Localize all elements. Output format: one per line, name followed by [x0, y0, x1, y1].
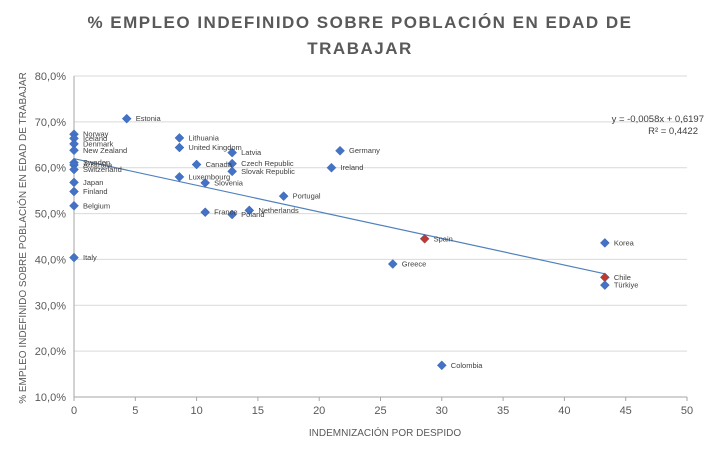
point-label: Lithuania — [188, 133, 219, 142]
chart-title: % EMPLEO INDEFINIDO SOBRE POBLACIÓN EN E… — [60, 10, 660, 62]
point-label: Germany — [349, 146, 380, 155]
point-label: Canada — [206, 160, 233, 169]
x-tick-label: 30 — [436, 405, 448, 417]
point-label: Finland — [83, 187, 108, 196]
y-tick-label: 10,0% — [35, 392, 66, 404]
point-label: Sweden — [83, 158, 110, 167]
y-tick-label: 20,0% — [35, 346, 66, 358]
x-tick-label: 40 — [558, 405, 570, 417]
point-label: Korea — [614, 238, 635, 247]
y-tick-label: 80,0% — [35, 71, 66, 83]
trendline-group — [73, 158, 605, 275]
point-label: Portugal — [293, 192, 321, 201]
point-label: France — [214, 208, 237, 217]
data-point — [200, 207, 211, 218]
data-point — [121, 113, 132, 124]
y-tick-label: 50,0% — [35, 209, 66, 221]
point-label: Belgium — [83, 201, 110, 210]
x-tick-label: 20 — [313, 405, 325, 417]
data-point — [436, 360, 447, 371]
gridlines — [74, 75, 687, 352]
point-label: Luxembourg — [188, 172, 230, 181]
data-point — [200, 177, 211, 188]
point-label: Poland — [241, 210, 264, 219]
point-label: Japan — [83, 178, 103, 187]
point-label: Netherlands — [258, 206, 299, 215]
trendline-equation: y = -0,0058x + 0,6197 — [612, 114, 704, 125]
y-tick-label: 40,0% — [35, 254, 66, 266]
x-tick-label: 0 — [71, 405, 77, 417]
chart-title-line-2: TRABAJAR — [307, 39, 413, 58]
data-point — [244, 205, 255, 216]
chart-title-line-1: % EMPLEO INDEFINIDO SOBRE POBLACIÓN EN E… — [87, 13, 633, 32]
point-label: Slovak Republic — [241, 167, 295, 176]
data-point — [191, 159, 202, 170]
point-label: Italy — [83, 253, 97, 262]
data-point — [69, 252, 79, 263]
point-label: Iceland — [83, 134, 107, 143]
data-point — [600, 238, 610, 248]
x-tick-label: 35 — [497, 405, 509, 417]
point-label: Greece — [402, 260, 427, 269]
point-label: United Kingdom — [188, 143, 241, 152]
data-point — [69, 177, 79, 188]
y-tick-label: 70,0% — [35, 117, 66, 129]
data-point — [227, 209, 238, 220]
x-tick-label: 50 — [681, 405, 693, 417]
data-point — [387, 259, 398, 269]
x-tick-label: 45 — [620, 405, 632, 417]
data-point — [69, 164, 79, 175]
data-points — [69, 113, 610, 371]
point-label: Türkiye — [614, 281, 639, 290]
trendline-r-squared: R² = 0,4422 — [648, 126, 698, 137]
data-point — [227, 166, 238, 177]
point-label: Spain — [434, 234, 453, 243]
trendline-equation-group: y = -0,0058x + 0,6197 R² = 0,4422 — [612, 114, 704, 137]
data-point — [600, 280, 610, 290]
data-point — [335, 145, 345, 156]
point-label: Ireland — [340, 163, 363, 172]
data-point — [419, 233, 430, 244]
data-point — [174, 142, 185, 153]
data-point — [69, 145, 79, 156]
y-tick-label: 30,0% — [35, 300, 66, 312]
data-point — [326, 162, 337, 173]
data-point — [278, 191, 289, 201]
data-point — [69, 186, 79, 197]
point-label: Slovenia — [214, 178, 244, 187]
x-tick-label: 25 — [374, 405, 386, 417]
x-tick-label: 5 — [132, 405, 138, 417]
x-axis-title: INDEMNIZACIÓN POR DESPIDO — [309, 426, 461, 439]
point-label: Czech Republic — [241, 159, 294, 168]
point-label: Estonia — [136, 114, 162, 123]
data-point — [69, 200, 79, 211]
axes: 10,0% 20,0% 30,0% 40,0% 50,0% 60,0% 70,0% 80,0%… — [35, 71, 693, 417]
data-point — [174, 133, 185, 143]
x-tick-label: 15 — [252, 405, 264, 417]
point-label: Switzerland — [83, 165, 122, 174]
point-label: Norway — [83, 130, 109, 139]
data-point — [174, 172, 185, 182]
data-point — [227, 147, 238, 158]
point-label: Chile — [614, 273, 631, 282]
point-label: Denmark — [83, 139, 114, 148]
trendline — [73, 158, 605, 275]
point-label: New Zealand — [83, 146, 127, 155]
y-tick-label: 60,0% — [35, 163, 66, 175]
y-axis-title: % EMPLEO INDEFINIDO SOBRE POBLACIÓN EN E… — [16, 72, 29, 404]
point-label: Latvia — [241, 148, 262, 157]
point-label: Colombia — [451, 361, 484, 370]
point-label: Australia — [83, 160, 113, 169]
x-tick-label: 10 — [190, 405, 202, 417]
